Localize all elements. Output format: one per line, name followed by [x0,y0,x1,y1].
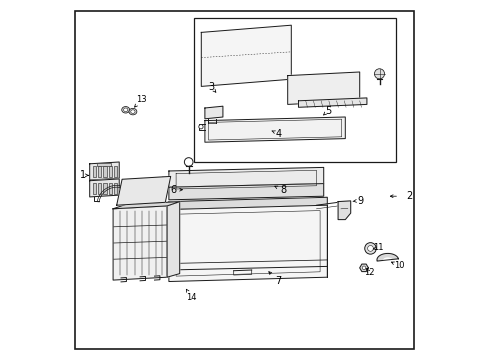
Circle shape [367,246,373,251]
Polygon shape [167,202,179,277]
Circle shape [374,69,384,79]
Polygon shape [287,72,359,104]
Polygon shape [359,264,367,271]
Polygon shape [117,176,170,205]
Polygon shape [168,167,323,187]
Circle shape [199,125,203,129]
Polygon shape [204,106,223,119]
Circle shape [184,158,193,166]
Bar [103,183,106,194]
Text: 14: 14 [185,292,196,302]
Ellipse shape [122,107,129,113]
Text: 6: 6 [170,185,176,195]
Bar [97,163,111,166]
Bar [114,183,117,194]
Bar [194,18,395,162]
Bar [114,166,117,177]
Circle shape [362,266,365,270]
Polygon shape [337,201,350,220]
Polygon shape [168,197,326,210]
Bar [98,183,101,194]
Text: 4: 4 [275,129,282,139]
Text: 7: 7 [275,276,281,286]
Polygon shape [376,253,398,261]
Bar [108,166,112,177]
Text: 3: 3 [208,82,214,92]
Text: 9: 9 [357,195,363,206]
Polygon shape [89,179,119,197]
Polygon shape [113,202,179,209]
Bar [98,166,101,177]
Text: 2: 2 [406,191,412,201]
Polygon shape [89,162,119,180]
Ellipse shape [130,110,135,113]
Circle shape [364,243,375,254]
Text: 8: 8 [280,185,286,195]
Text: 12: 12 [364,268,374,277]
Polygon shape [113,206,167,280]
Bar [92,166,96,177]
Text: 10: 10 [393,261,404,270]
Polygon shape [201,25,291,86]
Polygon shape [168,205,326,282]
Ellipse shape [129,108,137,115]
Polygon shape [298,98,366,107]
Polygon shape [204,117,345,142]
Text: 5: 5 [325,105,331,116]
Text: 11: 11 [372,243,383,252]
Bar [108,183,112,194]
Bar [103,166,106,177]
Ellipse shape [123,108,127,112]
Text: 13: 13 [136,95,146,104]
Text: 1: 1 [80,170,86,180]
Polygon shape [168,184,323,200]
Bar [92,183,96,194]
